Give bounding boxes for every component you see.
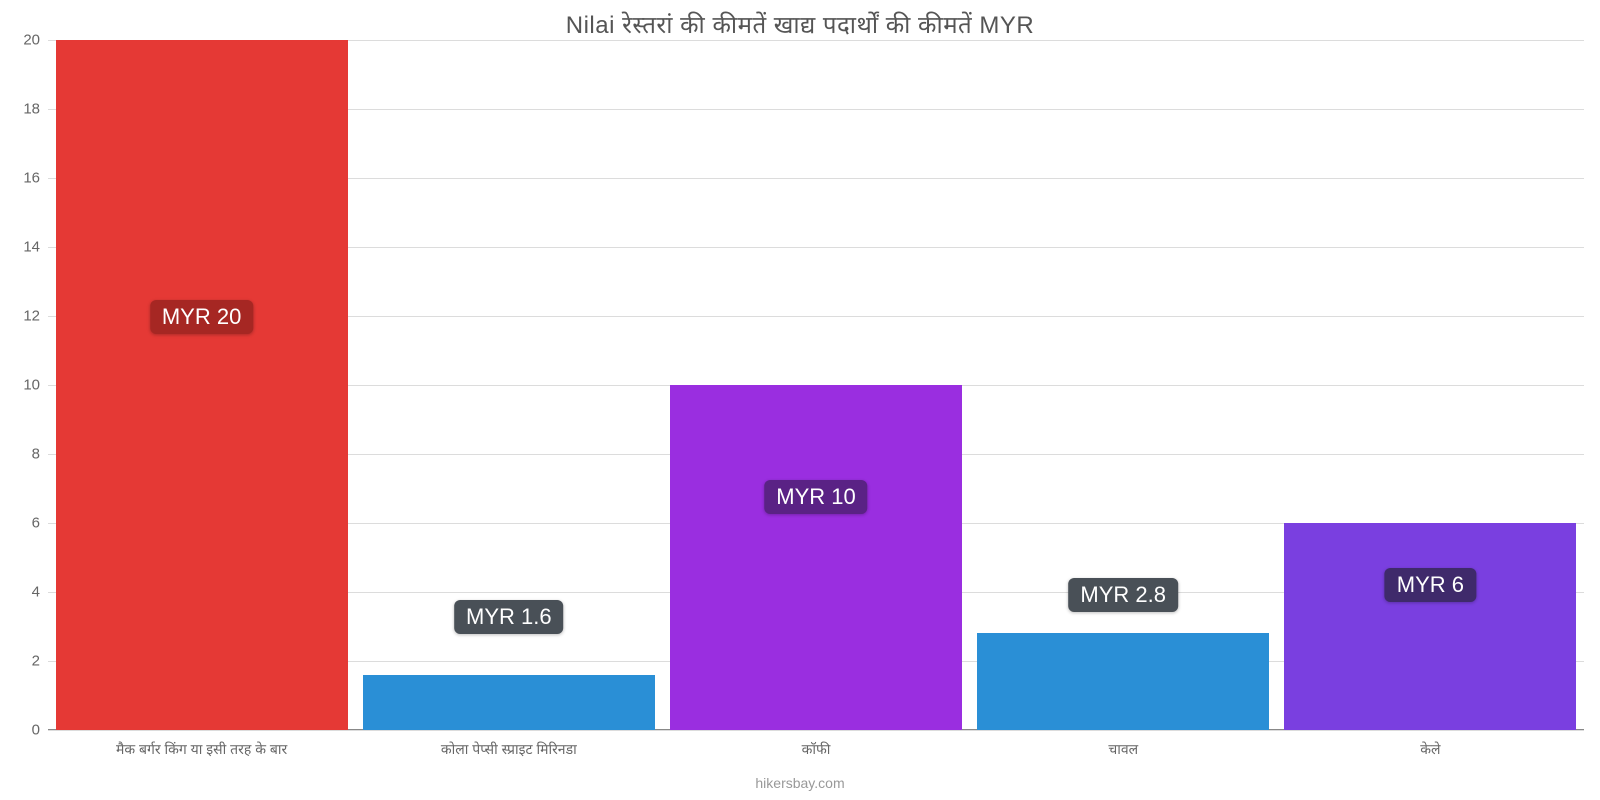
value-badge: MYR 6 <box>1385 568 1476 602</box>
x-tick-label: केले <box>1277 730 1584 759</box>
x-tick-label: कॉफी <box>662 730 969 759</box>
bars-container: MYR 20मैक बर्गर किंग या इसी तरह के बारMY… <box>48 40 1584 730</box>
x-tick-label: मैक बर्गर किंग या इसी तरह के बार <box>48 730 355 759</box>
value-badge: MYR 1.6 <box>454 600 564 634</box>
bar <box>363 675 655 730</box>
y-tick-label: 18 <box>23 101 48 118</box>
price-chart: Nilai रेस्तरां की कीमतें खाद्य पदार्थों … <box>0 0 1600 800</box>
bar-slot: MYR 1.6कोला पेप्सी स्प्राइट मिरिनडा <box>355 40 662 730</box>
y-tick-label: 8 <box>32 446 48 463</box>
chart-title: Nilai रेस्तरां की कीमतें खाद्य पदार्थों … <box>0 0 1600 41</box>
x-tick-label: कोला पेप्सी स्प्राइट मिरिनडा <box>355 730 662 759</box>
value-badge: MYR 2.8 <box>1068 578 1178 612</box>
y-tick-label: 0 <box>32 722 48 739</box>
plot-area: 02468101214161820MYR 20मैक बर्गर किंग या… <box>48 40 1584 730</box>
y-tick-label: 4 <box>32 584 48 601</box>
bar-slot: MYR 2.8चावल <box>970 40 1277 730</box>
bar-slot: MYR 6केले <box>1277 40 1584 730</box>
y-tick-label: 20 <box>23 32 48 49</box>
value-badge: MYR 10 <box>764 480 867 514</box>
y-tick-label: 14 <box>23 239 48 256</box>
bar <box>977 633 1269 730</box>
y-tick-label: 2 <box>32 653 48 670</box>
y-tick-label: 16 <box>23 170 48 187</box>
bar <box>1284 523 1576 730</box>
attribution-text: hikersbay.com <box>0 775 1600 791</box>
bar-slot: MYR 10कॉफी <box>662 40 969 730</box>
value-badge: MYR 20 <box>150 300 253 334</box>
y-tick-label: 6 <box>32 515 48 532</box>
bar <box>56 40 348 730</box>
x-tick-label: चावल <box>970 730 1277 759</box>
bar <box>670 385 962 730</box>
y-tick-label: 10 <box>23 377 48 394</box>
bar-slot: MYR 20मैक बर्गर किंग या इसी तरह के बार <box>48 40 355 730</box>
y-tick-label: 12 <box>23 308 48 325</box>
